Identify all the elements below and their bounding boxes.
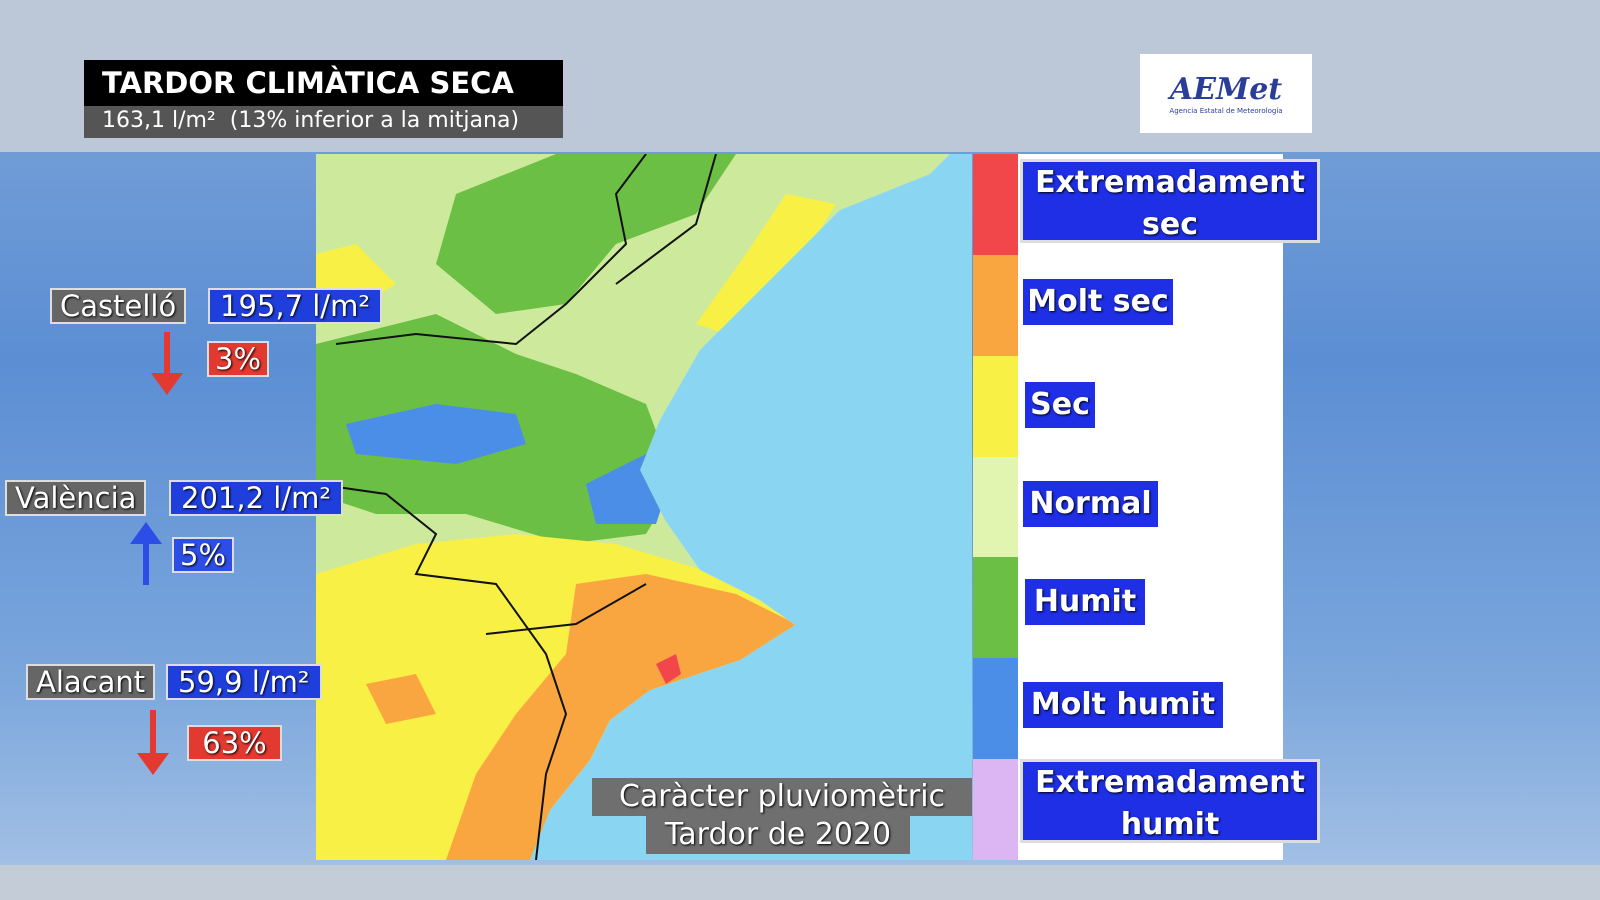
trend-arrow xyxy=(151,332,183,395)
legend-label: Humit xyxy=(1025,579,1145,625)
station-change: 3% xyxy=(207,341,270,377)
legend-label: Normal xyxy=(1023,481,1158,527)
legend-swatch xyxy=(973,658,1018,760)
title: TARDOR CLIMÀTICA SECA xyxy=(84,60,563,106)
subtitle: 163,1 l/m² (13% inferior a la mitjana) xyxy=(84,106,563,138)
station-name: Alacant xyxy=(26,664,156,700)
legend-label: Molt sec xyxy=(1023,279,1173,325)
map-caption: Tardor de 2020 xyxy=(646,816,910,854)
legend-swatch xyxy=(973,456,1018,558)
station-change: 5% xyxy=(172,537,235,573)
station-name: Castelló xyxy=(50,288,187,324)
bottom-band xyxy=(0,865,1600,900)
legend-label: Extremadament sec xyxy=(1020,159,1320,243)
legend-swatch xyxy=(973,154,1018,255)
legend-swatch xyxy=(973,355,1018,457)
station-amount: 59,9 l/m² xyxy=(166,664,322,700)
station-name: València xyxy=(5,480,147,516)
legend-label: Extremadament humit xyxy=(1020,759,1320,843)
map xyxy=(316,154,972,860)
station-amount: 195,7 l/m² xyxy=(208,288,382,324)
legend-swatch xyxy=(973,759,1018,860)
trend-arrow xyxy=(137,710,169,775)
trend-arrow xyxy=(130,522,162,585)
legend-label: Sec xyxy=(1025,382,1095,428)
legend-swatch xyxy=(973,254,1018,356)
logo-agency: Agencia Estatal de Meteorología xyxy=(1169,107,1283,115)
logo-name: AEMet xyxy=(1169,72,1283,107)
station-change: 63% xyxy=(187,725,282,761)
map-caption: Caràcter pluviomètric xyxy=(592,778,972,816)
legend-label: Molt humit xyxy=(1023,682,1223,728)
station-amount: 201,2 l/m² xyxy=(169,480,343,516)
legend-swatch xyxy=(973,557,1018,659)
logo: AEMet Agencia Estatal de Meteorología xyxy=(1140,54,1312,133)
arrows xyxy=(130,332,183,775)
